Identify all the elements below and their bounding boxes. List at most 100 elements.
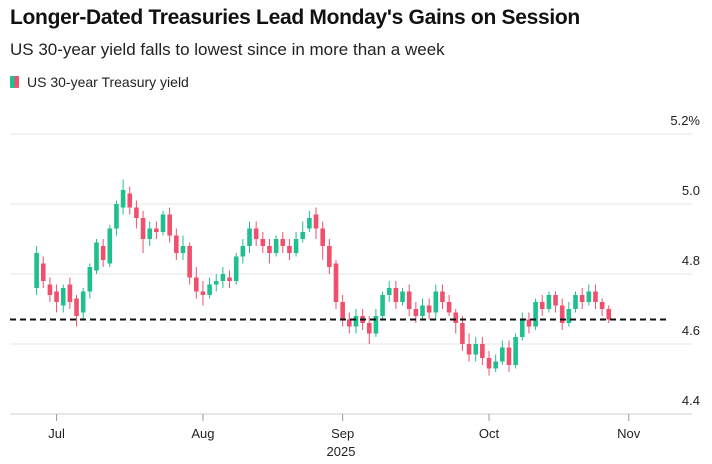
- candle-body: [240, 246, 246, 257]
- candle: [260, 232, 266, 253]
- candle: [566, 302, 572, 327]
- candle-body: [373, 316, 379, 334]
- candle-body: [606, 309, 612, 320]
- candle: [573, 291, 578, 313]
- candle: [40, 256, 46, 288]
- candle-body: [500, 347, 505, 362]
- candle-body: [526, 319, 532, 327]
- candle-body: [506, 347, 512, 365]
- candle-body: [160, 214, 166, 232]
- candle: [154, 221, 159, 239]
- candle-body: [107, 228, 113, 264]
- candle: [353, 309, 359, 334]
- candle-body: [413, 309, 419, 316]
- candle-body: [380, 295, 385, 316]
- candle-body: [233, 256, 239, 281]
- candle-body: [154, 228, 159, 232]
- y-tick-label: 4.4: [682, 393, 700, 408]
- candle: [347, 312, 352, 334]
- candle-body: [293, 239, 299, 253]
- y-tick-label: 4.6: [682, 323, 700, 338]
- candle: [107, 225, 113, 267]
- candle: [87, 263, 93, 299]
- candle-body: [147, 228, 153, 239]
- candle-body: [453, 312, 459, 323]
- candle-body: [546, 295, 552, 309]
- candle: [466, 333, 472, 362]
- candle-body: [134, 207, 139, 218]
- candle: [500, 340, 505, 365]
- candle: [160, 211, 166, 236]
- candle-body: [340, 302, 345, 320]
- candle-body: [273, 239, 279, 253]
- candle-body: [127, 193, 133, 208]
- candle: [293, 232, 299, 257]
- legend-swatch-icon: [10, 76, 19, 88]
- candle-body: [67, 284, 73, 302]
- candle: [406, 284, 412, 316]
- candle: [539, 295, 545, 316]
- candle: [227, 270, 232, 288]
- candle-body: [180, 246, 186, 253]
- candle-body: [253, 228, 259, 239]
- candle-body: [486, 358, 492, 369]
- candle: [400, 288, 405, 306]
- candle: [373, 309, 379, 337]
- candle: [460, 316, 465, 351]
- candle-body: [333, 263, 339, 302]
- candle: [386, 281, 392, 302]
- candle: [127, 186, 133, 215]
- candle: [147, 221, 153, 246]
- candle-body: [280, 239, 286, 246]
- candle-body: [566, 309, 572, 323]
- candle: [513, 333, 518, 369]
- candle-body: [599, 302, 605, 309]
- candle: [433, 284, 439, 320]
- candle-body: [187, 246, 192, 278]
- candle: [287, 239, 292, 260]
- axes: 4.4 4.6 4.8 5.0 5.2% Jul Aug Sep Oct Nov 2025: [10, 113, 700, 459]
- candles: [34, 179, 612, 376]
- candle-body: [366, 323, 372, 334]
- candle-body: [460, 323, 465, 344]
- candle: [313, 207, 319, 239]
- candle: [579, 288, 585, 309]
- x-tick-label: Nov: [617, 426, 641, 441]
- x-tick-label: Oct: [479, 426, 500, 441]
- candle: [200, 281, 206, 306]
- candle: [220, 267, 226, 288]
- candle-body: [200, 291, 206, 295]
- candle: [174, 228, 179, 260]
- candle-body: [353, 316, 359, 327]
- candle-body: [513, 337, 518, 365]
- candle: [74, 295, 79, 327]
- candle: [100, 239, 106, 267]
- candle-body: [87, 267, 93, 292]
- candle-body: [426, 305, 432, 313]
- candle-body: [167, 214, 172, 236]
- candle: [446, 295, 452, 316]
- candle-body: [47, 284, 53, 295]
- candle-body: [300, 232, 306, 239]
- candle-body: [480, 344, 485, 358]
- candle-body: [40, 263, 46, 281]
- candle: [559, 298, 565, 330]
- candle: [333, 260, 339, 309]
- candle: [473, 337, 479, 362]
- candle-body: [559, 305, 565, 323]
- candle-body: [579, 295, 585, 302]
- candle: [67, 277, 73, 309]
- candle: [134, 200, 139, 229]
- candle: [453, 309, 459, 334]
- candle: [486, 351, 492, 376]
- candle-body: [114, 204, 119, 229]
- candle: [493, 354, 498, 372]
- candle: [506, 340, 512, 372]
- candle: [273, 235, 279, 257]
- candle-body: [174, 235, 179, 253]
- candle: [327, 239, 332, 274]
- x-year-label: 2025: [327, 444, 356, 459]
- candle: [114, 200, 119, 236]
- candle: [247, 221, 252, 253]
- candle-body: [227, 277, 232, 281]
